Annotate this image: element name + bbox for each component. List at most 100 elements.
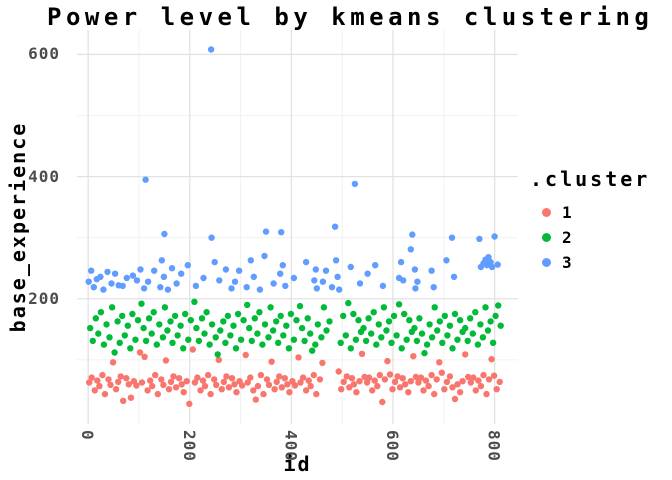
data-point <box>390 312 398 320</box>
data-point <box>123 274 130 282</box>
data-point <box>373 341 380 348</box>
data-point <box>134 317 142 324</box>
data-point <box>304 315 311 322</box>
data-point <box>394 373 401 380</box>
data-point <box>138 300 145 307</box>
data-point <box>269 327 277 334</box>
data-point <box>370 309 377 316</box>
legend-dot-icon <box>542 208 551 217</box>
data-point <box>356 280 364 287</box>
data-point <box>127 345 134 352</box>
data-point <box>119 312 126 320</box>
data-point <box>369 387 376 394</box>
data-point <box>273 378 280 386</box>
data-point <box>247 257 254 264</box>
data-point <box>393 332 400 339</box>
data-point <box>436 318 443 325</box>
data-point <box>462 324 469 332</box>
data-point <box>301 337 308 345</box>
data-point <box>94 377 101 384</box>
data-point <box>211 376 218 383</box>
data-point <box>164 327 171 334</box>
data-point <box>298 324 306 332</box>
data-point <box>372 262 379 269</box>
data-point <box>312 266 319 273</box>
data-point <box>410 353 417 360</box>
data-point <box>265 381 273 389</box>
data-point <box>368 330 375 337</box>
data-point <box>141 353 148 360</box>
data-point <box>405 389 412 396</box>
data-point <box>206 341 213 348</box>
data-point <box>207 390 214 398</box>
legend-title: .cluster <box>530 167 651 191</box>
data-point <box>331 223 339 230</box>
data-point <box>242 351 249 359</box>
data-point <box>157 284 164 291</box>
data-point <box>310 371 317 379</box>
data-point <box>246 324 253 332</box>
data-point <box>268 358 275 365</box>
y-tick-label: 600 <box>28 44 60 64</box>
data-point <box>401 310 408 318</box>
data-point <box>250 387 257 394</box>
data-point <box>346 384 353 391</box>
data-point <box>421 349 428 357</box>
data-point <box>201 330 208 337</box>
data-point <box>195 337 203 345</box>
legend-item-label: 3 <box>562 253 572 272</box>
data-point <box>470 374 477 381</box>
data-point <box>137 266 144 273</box>
legend-item: 1 <box>530 200 650 225</box>
data-point <box>172 384 180 391</box>
data-point <box>261 321 269 328</box>
data-point <box>434 327 441 334</box>
data-point <box>302 387 310 394</box>
data-point <box>439 339 446 346</box>
data-point <box>451 310 459 318</box>
data-point <box>120 397 127 404</box>
data-point <box>376 371 383 379</box>
data-point <box>302 258 310 266</box>
data-point <box>112 386 120 393</box>
data-point <box>454 381 461 388</box>
data-point <box>136 349 144 356</box>
data-point <box>386 371 394 378</box>
data-point <box>380 304 388 311</box>
data-point <box>220 318 227 325</box>
data-point <box>415 379 422 386</box>
data-point <box>358 350 366 357</box>
data-point <box>316 376 324 383</box>
data-point <box>398 345 405 352</box>
data-point <box>191 379 199 386</box>
data-point <box>198 315 206 322</box>
data-point <box>252 396 259 403</box>
data-point <box>119 282 126 290</box>
data-point <box>212 334 219 341</box>
data-point <box>89 337 96 345</box>
data-point <box>313 285 320 292</box>
data-point <box>484 327 492 334</box>
data-point <box>153 341 160 348</box>
data-point <box>180 345 187 352</box>
data-point <box>360 324 367 332</box>
data-point <box>476 235 483 243</box>
data-point <box>85 278 92 285</box>
data-point <box>138 379 146 386</box>
data-point <box>222 266 230 273</box>
data-point <box>348 375 356 382</box>
data-point <box>465 373 472 381</box>
data-point <box>412 285 419 292</box>
data-point <box>223 373 230 380</box>
data-point <box>480 371 487 379</box>
data-point <box>185 336 192 343</box>
data-point <box>472 387 479 394</box>
data-point <box>99 371 106 379</box>
data-point <box>235 267 243 274</box>
data-point <box>420 387 427 394</box>
data-point <box>399 375 406 382</box>
data-point <box>160 273 168 280</box>
data-point <box>309 347 316 354</box>
data-point <box>237 336 245 343</box>
data-point <box>214 351 221 358</box>
